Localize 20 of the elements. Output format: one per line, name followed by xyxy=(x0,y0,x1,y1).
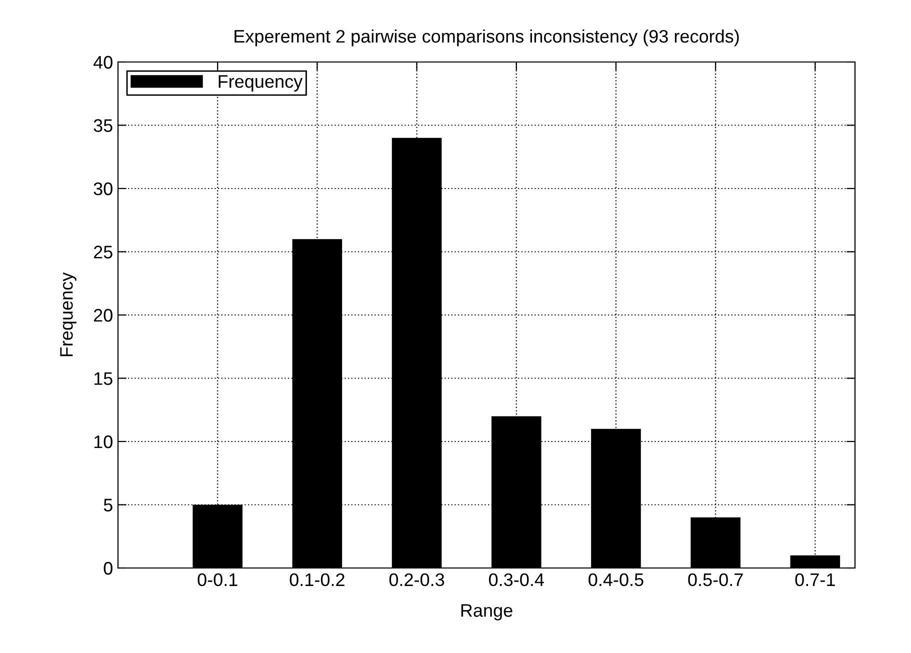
x-tick-label: 0.3-0.4 xyxy=(488,573,544,586)
legend-label: Frequency xyxy=(218,75,303,92)
y-tick-label: 35 xyxy=(94,119,112,132)
x-tick-label: 0.7-1 xyxy=(795,573,835,586)
x-tick-label: 0.1-0.2 xyxy=(290,573,344,586)
x-tick-label: 0.2-0.3 xyxy=(389,573,444,586)
x-axis-title: Range xyxy=(461,604,512,620)
y-axis-title: Frequency xyxy=(60,272,76,356)
chart-title: Experement 2 pairwise comparisons inconsistency (93 records) xyxy=(234,29,739,46)
x-tick-label: 0.5-0.7 xyxy=(688,573,743,586)
y-tick-label: 25 xyxy=(94,246,112,258)
x-tick-label: 0.4-0.5 xyxy=(588,573,644,586)
y-tick-label: 10 xyxy=(94,435,112,448)
x-tick-label: 0-0.1 xyxy=(198,573,238,586)
y-tick-label: 15 xyxy=(94,372,112,385)
y-tick-label: 40 xyxy=(93,56,112,69)
y-tick-label: 5 xyxy=(104,498,112,512)
y-tick-label: 0 xyxy=(104,562,112,575)
y-tick-label: 20 xyxy=(94,308,112,322)
y-tick-label: 30 xyxy=(94,182,112,196)
